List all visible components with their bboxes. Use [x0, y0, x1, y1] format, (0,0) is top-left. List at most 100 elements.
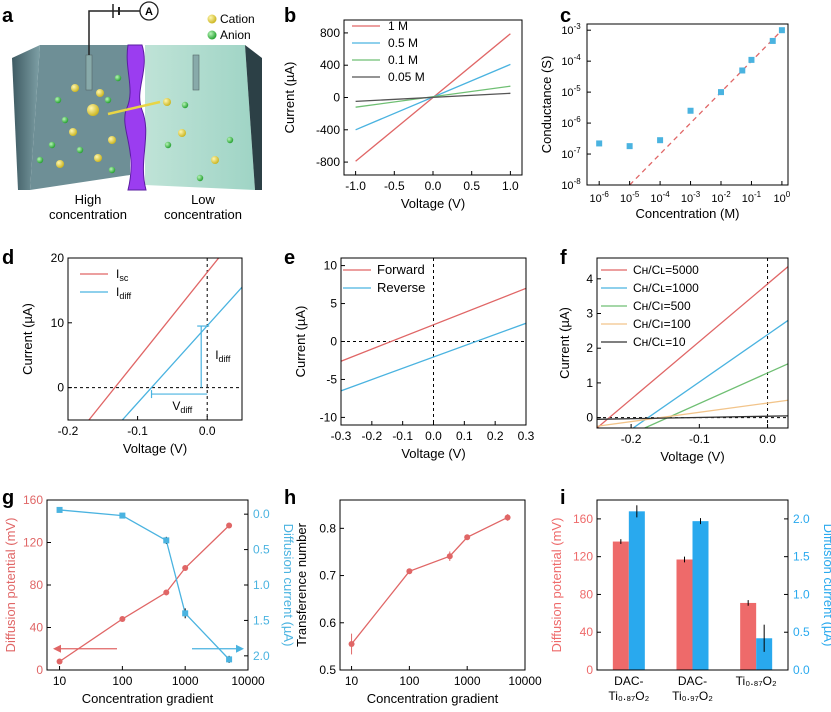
low-concentration-caption-1: Low [191, 192, 215, 207]
electrode-left [85, 54, 93, 91]
panel-h-frame [339, 499, 526, 671]
panel-e-xtick-label: 0.0 [425, 429, 442, 443]
legend-cation-label: Cation [220, 12, 255, 26]
panel-g-xtick-label: 100 [112, 674, 132, 688]
panel-i-bar-chart: DAC-Ti₀.₈₇O₂DAC-Ti₀.₉₇O₂Ti₀.₈₇O₂04080120… [549, 499, 831, 703]
panel-i-ytick-label: 160 [573, 512, 593, 526]
cation-ion [211, 156, 219, 164]
idiff-annotation: Idiff [215, 348, 231, 364]
panel-g-xlabel: Concentration gradient [82, 691, 214, 706]
panel-d-ytick-label: 0 [57, 381, 64, 395]
current-point [182, 610, 189, 617]
panel-h-xtick-label: 10000 [508, 674, 542, 688]
data-point [769, 37, 776, 44]
panel-label-d: d [2, 247, 14, 269]
panel-c-ylabel: Conductance (S) [539, 56, 554, 154]
current-point [56, 506, 63, 513]
transference-point [446, 553, 453, 560]
anion-ion [54, 96, 62, 104]
bar-current [756, 638, 773, 670]
panel-c-ytick-label: 10-6 [561, 115, 581, 130]
panel-b-xtick-label: 0.5 [463, 179, 480, 193]
panel-e-ytick-label: 10 [324, 259, 338, 273]
series-line [341, 287, 526, 362]
panel-g-xtick-label: 1000 [172, 674, 199, 688]
category-label: DAC- [678, 674, 707, 688]
panel-c-ytick-label: 10-3 [561, 22, 581, 37]
potential-point [119, 616, 126, 622]
panel-g-ylabel-right: Diffusion current (µA) [281, 524, 296, 647]
fit-line [629, 29, 783, 185]
panel-c-frame [586, 23, 789, 186]
anion-marker-icon [207, 30, 217, 40]
panel-g-ytick-right-label: 2.0 [253, 649, 270, 663]
legend-anion-label: Anion [220, 28, 251, 42]
membrane [124, 44, 147, 191]
potential-point [226, 522, 233, 529]
panel-h-ytick-label: 0.7 [319, 569, 336, 583]
panel-g-ytick-label: 0 [36, 663, 43, 677]
cation-marker-icon [207, 14, 217, 24]
panel-e-ytick-label: 0 [330, 335, 337, 349]
data-point [778, 27, 785, 34]
panel-e-xtick-label: 0.1 [456, 429, 473, 443]
category-label: DAC- [614, 674, 643, 688]
anion-ion [48, 141, 56, 149]
panel-c-ytick-label: 10-4 [561, 53, 581, 68]
panel-b-ytick-label: -800 [316, 155, 340, 169]
panel-g-ytick-label: 120 [23, 536, 43, 550]
panel-b-ytick-label: 800 [320, 26, 340, 40]
panel-f-iv-chart: Cʜ/Cʟ=5000 Cʜ/Cʟ=1000 Cʜ/Cı=500 Cʜ/Cı=100 Cʜ… [557, 257, 789, 464]
panel-h-ytick-label: 0.6 [319, 616, 336, 630]
circuit-wire [88, 10, 140, 55]
cation-ion [178, 129, 186, 137]
anion-ion [76, 146, 84, 154]
panel-b-ylabel: Current (µA) [282, 62, 297, 134]
bar-potential [740, 602, 757, 670]
panel-e-xtick-label: -0.1 [392, 429, 413, 443]
panel-e-xtick-label: 0.3 [518, 429, 535, 443]
panel-b-xtick-label: 1.0 [502, 179, 519, 193]
panel-b-ytick-label: 0 [333, 91, 340, 105]
series-line [341, 322, 526, 392]
data-point [739, 67, 746, 74]
potential-line [59, 525, 230, 663]
panel-i-ytick-right-label: 0.5 [793, 625, 810, 639]
data-point [657, 137, 664, 144]
cation-ion [163, 98, 171, 106]
bar-current [628, 511, 645, 670]
panel-g-ytick-right-label: 0.5 [253, 543, 270, 557]
panel-f-xtick-label: -0.1 [689, 432, 710, 446]
panel-i-frame [596, 499, 789, 671]
panel-f-xtick-label: 0.0 [759, 432, 776, 446]
panel-i-ylabel-right: Diffusion current (µA) [821, 524, 831, 647]
panel-e-ytick-label: -5 [326, 372, 337, 386]
panel-h-xtick-label: 1000 [454, 674, 481, 688]
legend-label: Cʜ/Cʟ=10 [633, 335, 686, 349]
cation-ion [94, 154, 102, 162]
panel-i-ylabel: Diffusion potential (mV) [549, 518, 564, 653]
panel-label-a: a [2, 5, 14, 27]
panel-b-ytick-label: -400 [316, 123, 340, 137]
panel-b-xtick-label: 0.0 [425, 179, 442, 193]
bar-potential [612, 541, 629, 670]
panel-f-ytick-label: 1 [586, 376, 593, 390]
panel-b-ytick-label: 400 [320, 58, 340, 72]
panel-e-xtick-label: -0.3 [331, 429, 352, 443]
current-line [59, 509, 230, 660]
panel-f-frame [596, 257, 789, 429]
panel-h-transference-chart: 10 100 1000 10000 0.5 0.6 0.7 0.8 Concentration … [294, 499, 542, 706]
cation-flow-arrow [107, 100, 161, 116]
panel-c-ytick-label: 10-5 [561, 84, 581, 99]
data-point [596, 140, 603, 147]
data-point [626, 143, 633, 150]
panel-h-xtick-label: 100 [399, 674, 419, 688]
low-concentration-caption-2: concentration [164, 207, 242, 222]
data-point [718, 89, 724, 96]
legend-label: Cʜ/Cı=100 [633, 317, 691, 331]
cation-ion [69, 128, 77, 136]
panel-label-b: b [284, 5, 296, 27]
panel-h-ytick-label: 0.8 [319, 521, 336, 535]
transference-point [504, 514, 511, 521]
